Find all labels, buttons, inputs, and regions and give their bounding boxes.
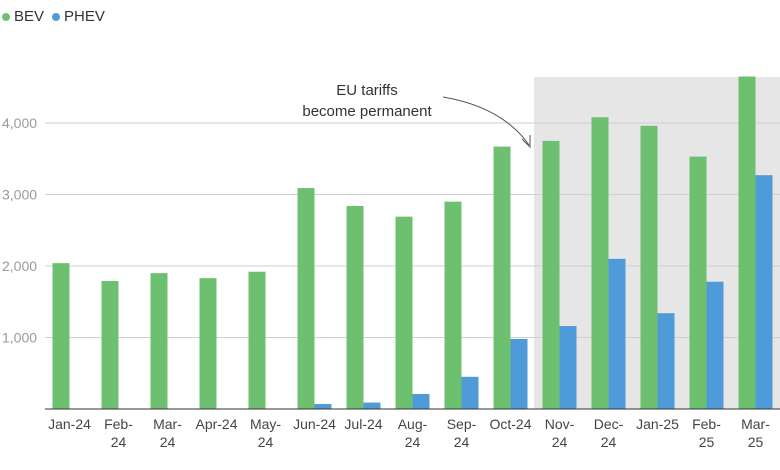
legend-item-bev: BEV: [2, 8, 44, 25]
x-tick-label: Oct-24: [489, 416, 531, 432]
x-tick-label: Dec-: [594, 416, 624, 432]
x-tick-label: Apr-24: [195, 416, 237, 432]
bev-bar: [248, 271, 266, 409]
bev-bar: [297, 188, 315, 409]
x-tick-label: Aug-: [398, 416, 428, 432]
phev-bar: [363, 402, 381, 409]
legend: BEV PHEV: [2, 8, 113, 25]
x-tick-label: Sep-: [447, 416, 477, 432]
x-tick-label: 24: [258, 434, 274, 450]
bev-bar: [542, 140, 560, 409]
bev-bar: [689, 156, 707, 409]
bev-bar: [199, 278, 217, 409]
phev-swatch: [52, 12, 61, 21]
x-tick-label: Jun-24: [293, 416, 336, 432]
phev-bar: [657, 313, 675, 409]
phev-bar: [755, 175, 773, 409]
y-tick-label: 4,000: [2, 115, 37, 131]
legend-label-bev: BEV: [14, 8, 45, 25]
y-tick-label: 1,000: [2, 330, 37, 346]
bev-bar: [52, 263, 70, 409]
x-tick-label: Mar-: [153, 416, 182, 432]
x-tick-label: Jan-25: [636, 416, 679, 432]
x-tick-label: 24: [454, 434, 470, 450]
annotation-arrowhead: [521, 135, 531, 149]
x-tick-label: 24: [552, 434, 568, 450]
phev-bar: [706, 281, 724, 409]
x-tick-label: 24: [405, 434, 421, 450]
y-tick-label: 2,000: [2, 258, 37, 274]
x-tick-label: 25: [748, 434, 764, 450]
bev-bar: [150, 273, 168, 409]
annotation-text: become permanent: [302, 103, 432, 120]
legend-label-phev: PHEV: [64, 8, 105, 25]
phev-bar: [510, 338, 528, 409]
phev-bar: [461, 376, 479, 409]
phev-bar: [608, 258, 626, 409]
bev-bar: [444, 201, 462, 409]
bev-bar: [346, 205, 364, 409]
phev-bar: [412, 393, 430, 409]
annotation-text: EU tariffs: [336, 82, 397, 99]
x-tick-label: Jul-24: [344, 416, 382, 432]
x-tick-label: Feb-: [104, 416, 133, 432]
bev-bar: [395, 216, 413, 409]
x-tick-label: Mar-: [741, 416, 770, 432]
bev-swatch: [2, 12, 10, 21]
x-tick-label: 25: [699, 434, 715, 450]
x-tick-label: Jan-24: [48, 416, 91, 432]
bev-bar: [591, 117, 609, 409]
x-tick-label: 24: [160, 434, 176, 450]
x-tick-label: Feb-: [692, 416, 721, 432]
phev-bar: [314, 403, 332, 409]
bev-bar: [493, 146, 511, 409]
phev-bar: [559, 326, 577, 409]
y-tick-label: 3,000: [2, 187, 37, 203]
bev-bar: [640, 125, 658, 410]
legend-item-phev: PHEV: [52, 8, 105, 25]
bev-bar: [738, 76, 756, 410]
bev-bar: [101, 281, 119, 409]
annotation-arrow: [442, 96, 530, 146]
x-tick-label: 24: [111, 434, 127, 450]
x-tick-label: May-: [250, 416, 281, 432]
x-tick-label: 24: [601, 434, 617, 450]
x-tick-label: Nov-: [545, 416, 575, 432]
